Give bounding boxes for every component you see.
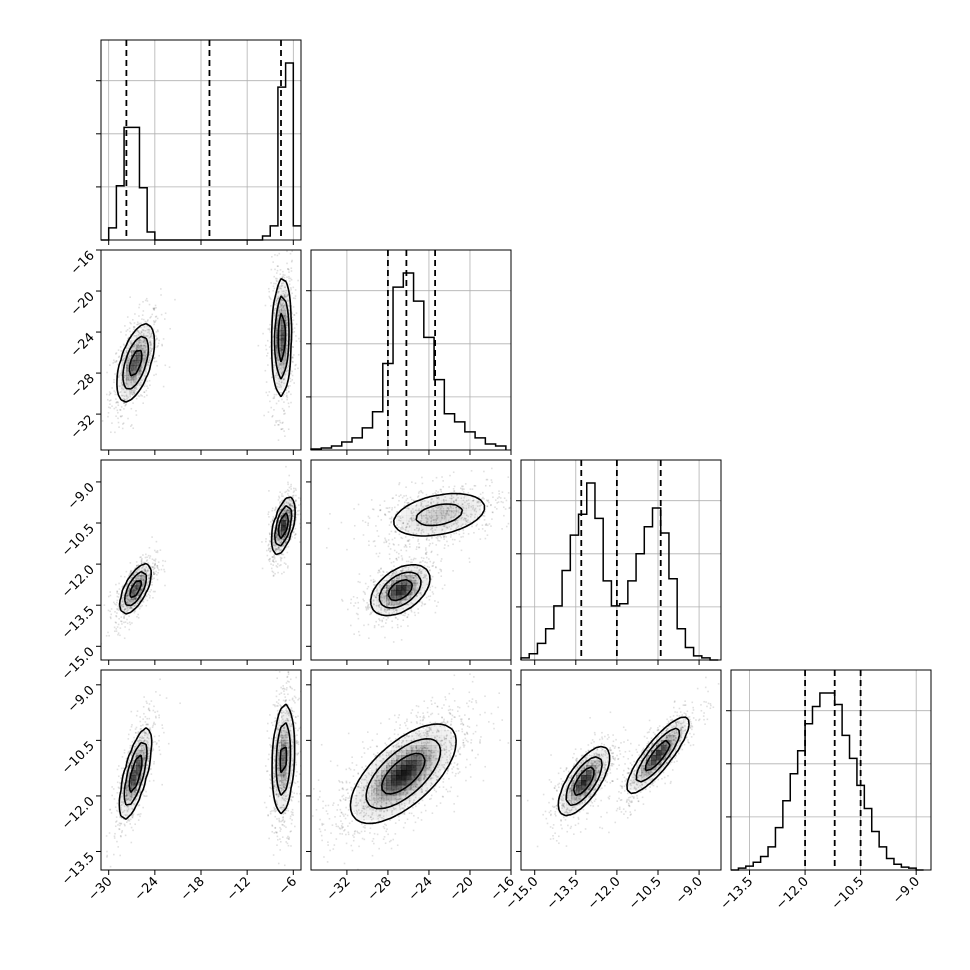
y-tick-label: −9.0 <box>65 480 98 513</box>
contour-level <box>128 313 287 377</box>
grid-lines <box>311 250 511 450</box>
x-tick-label: −32 <box>324 874 354 904</box>
histogram-panel-2 <box>306 249 512 455</box>
panel-frame <box>310 249 512 451</box>
contour-level <box>349 723 457 825</box>
x-tick-label: −30 <box>86 874 116 904</box>
panel-frame <box>310 459 512 661</box>
grid-lines <box>101 40 301 240</box>
contour-lines <box>118 703 296 820</box>
density-cells <box>351 725 457 821</box>
histogram-step-line <box>520 482 719 661</box>
y-tick-label: −20 <box>68 289 98 319</box>
contour-lines <box>349 723 457 825</box>
contour-level <box>381 752 426 795</box>
panel-frame <box>100 459 302 661</box>
x-tick-label: −24 <box>132 874 162 904</box>
contour-level <box>118 496 296 615</box>
density-cells <box>121 710 297 816</box>
contour-lines <box>557 716 690 817</box>
panel-frame <box>520 459 722 661</box>
contour-level <box>123 722 292 806</box>
panel-frame <box>520 669 722 871</box>
x-tick-label: −9.0 <box>673 874 706 907</box>
contour-level <box>557 716 690 817</box>
grid-lines <box>731 670 931 870</box>
contour-level <box>122 295 290 390</box>
y-tick-label: −12.0 <box>59 562 98 601</box>
histogram-panel-4: −13.5 −12.0 −10.5 −9.0 <box>718 669 932 913</box>
x-tick-label: −10.5 <box>829 874 868 913</box>
sample-points <box>101 250 301 441</box>
x-tick-label: −20 <box>447 874 477 904</box>
y-tick-label: −32 <box>68 412 98 442</box>
panel-frame <box>730 669 932 871</box>
y-tick-label: −13.5 <box>59 850 98 889</box>
contour-level <box>378 503 464 609</box>
contour-lines <box>118 496 296 615</box>
y-tick-label: −9.0 <box>65 683 98 716</box>
x-tick-label: −12.0 <box>773 874 812 913</box>
panel-frame <box>310 669 512 871</box>
x-tick-label: −12.0 <box>585 874 624 913</box>
x-tick-label: −28 <box>365 874 395 904</box>
contour-lines <box>369 492 486 617</box>
x-tick-label: −18 <box>178 874 208 904</box>
density-cells <box>371 495 482 616</box>
joint-panel-1-4: −30 −24 −18 −12 −6 −13.5 −12.0 −10.5 −9.0 <box>59 669 302 904</box>
y-tick-label: −13.5 <box>59 603 98 642</box>
y-tick-label: −15.0 <box>59 645 98 684</box>
grid-lines <box>521 460 721 660</box>
histogram-panel-1 <box>96 39 302 245</box>
contour-level <box>129 512 289 599</box>
contour-level <box>365 738 442 810</box>
histogram-step-line <box>101 62 301 241</box>
x-tick-label: −13.5 <box>544 874 583 913</box>
x-tick-label: −24 <box>406 874 436 904</box>
sample-points <box>526 676 720 848</box>
joint-panel-1-3: −15.0−13.5−12.0−10.5 −9.0 <box>59 459 302 684</box>
x-tick-label: −9.0 <box>890 874 923 907</box>
x-tick-label: −13.5 <box>718 874 757 913</box>
y-tick-label: −10.5 <box>59 739 98 778</box>
contour-lines <box>116 277 293 403</box>
contour-level <box>369 492 486 617</box>
contour-level <box>572 739 671 797</box>
contour-level <box>116 277 293 403</box>
joint-panel-1-2: −32 −28 −24 −20 −16 <box>68 248 302 455</box>
density-cells <box>116 280 292 401</box>
y-tick-label: −16 <box>68 248 98 278</box>
x-tick-label: −6 <box>276 874 300 898</box>
histogram-step-line <box>731 692 924 871</box>
histogram-step-line <box>310 272 507 450</box>
contour-level <box>128 746 288 793</box>
y-tick-label: −10.5 <box>59 521 98 560</box>
y-tick-label: −28 <box>68 371 98 401</box>
histogram-panel-3 <box>516 459 722 665</box>
joint-panel-2-3 <box>306 459 512 665</box>
contour-level <box>123 504 293 607</box>
contour-level <box>118 703 296 820</box>
joint-panel-2-4: −32 −28 −24 −20 −16 <box>306 669 518 904</box>
y-tick-label: −24 <box>68 330 98 360</box>
contour-level <box>565 727 681 807</box>
density-cells <box>121 500 297 611</box>
joint-panel-3-4: −15.0 −13.5 −12.0 −10.5 −9.0 <box>503 669 722 913</box>
y-tick-label: −12.0 <box>59 794 98 833</box>
x-tick-label: −10.5 <box>626 874 665 913</box>
x-tick-label: −12 <box>224 874 254 904</box>
contour-level <box>387 578 414 602</box>
